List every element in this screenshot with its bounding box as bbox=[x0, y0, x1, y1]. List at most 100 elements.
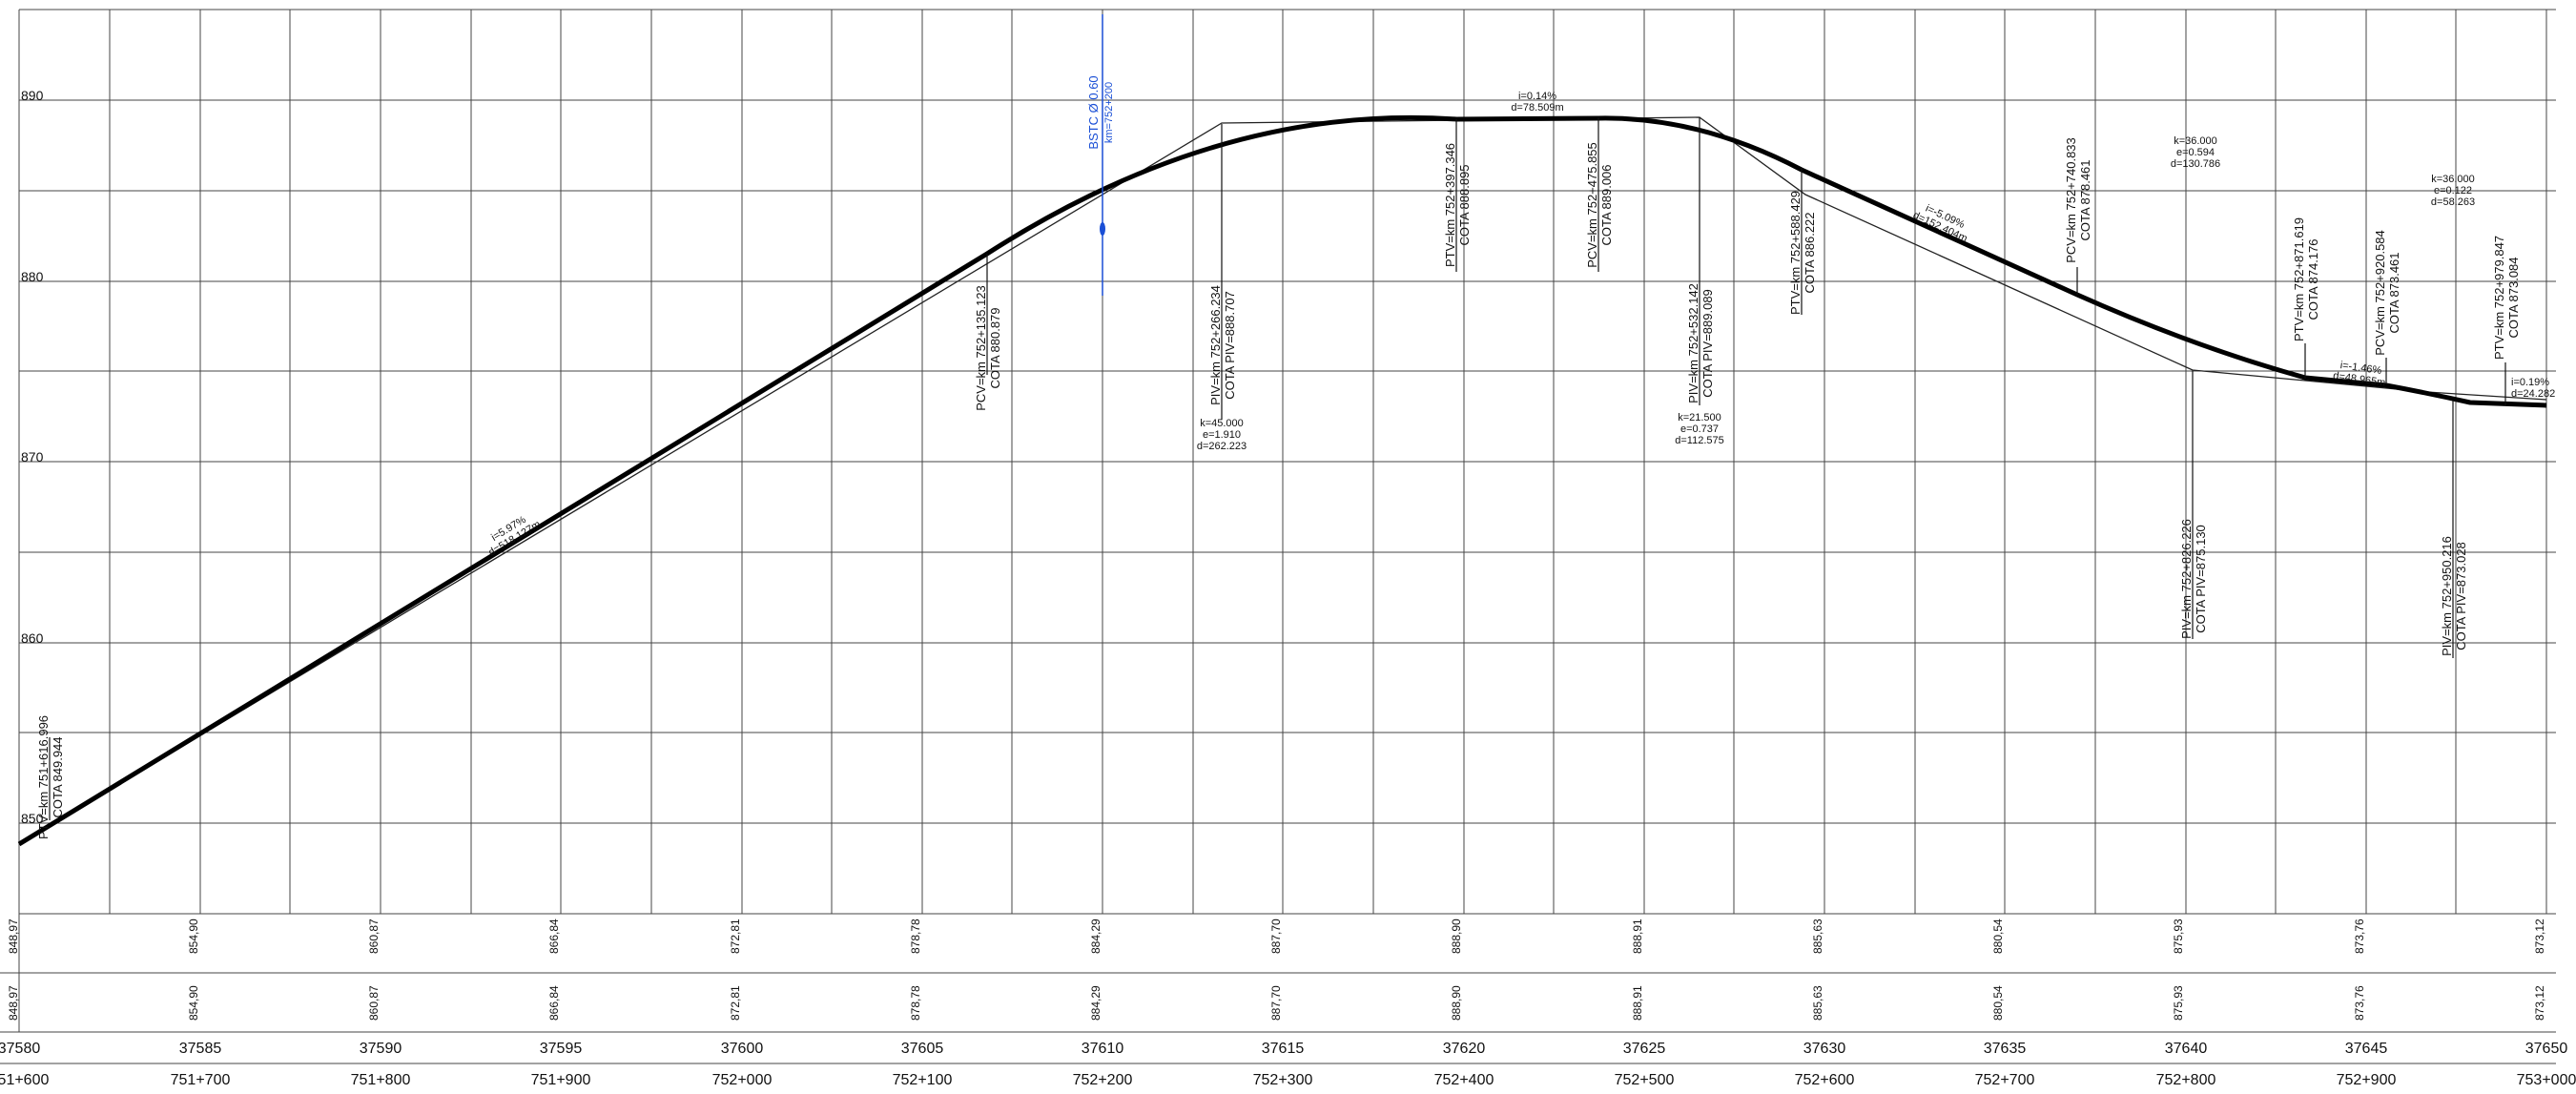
km-label: 752+500 bbox=[1615, 1072, 1675, 1088]
km-label: 752+700 bbox=[1975, 1072, 2035, 1088]
km-row: 751+600 751+700 751+800 751+900 752+000 … bbox=[0, 1072, 2576, 1088]
terrain-value: 848,97 bbox=[7, 919, 20, 954]
project-value: 873,76 bbox=[2353, 985, 2366, 1021]
project-value: 848,97 bbox=[7, 985, 20, 1021]
pv-label: PTV=km 752+588.429COTA 886.222 bbox=[1788, 191, 1817, 315]
station-label: 37620 bbox=[1443, 1041, 1486, 1057]
terrain-value: 880,54 bbox=[1991, 919, 2005, 954]
pv-label: PIV=km 752+532.142COTA PIV=889.089 bbox=[1686, 283, 1715, 403]
slope-labels: i=5.97%d=518.127m i=0.14% d=78.509m i=-5.… bbox=[481, 91, 2555, 559]
station-label: 37650 bbox=[2525, 1041, 2568, 1057]
terrain-value: 866,84 bbox=[547, 919, 561, 954]
curve-param: k=36.000 e=0.122 d=58.263 bbox=[2431, 174, 2475, 208]
pv-label: PTV=km 752+979.847COTA 873.084 bbox=[2492, 236, 2521, 360]
culvert-label: BSTC Ø 0.60 km=752+200 bbox=[1086, 75, 1115, 149]
pv-label: PIV=km 752+826.226COTA PIV=875.130 bbox=[2179, 519, 2208, 639]
km-label: 753+000 bbox=[2517, 1072, 2576, 1088]
project-value: 873,12 bbox=[2533, 985, 2546, 1021]
pv-label: PTV=km 752+871.619COTA 874.176 bbox=[2292, 217, 2320, 341]
km-label: 752+200 bbox=[1073, 1072, 1133, 1088]
project-value: 860,87 bbox=[367, 985, 381, 1021]
slope-label: i=0.14% d=78.509m bbox=[1511, 91, 1563, 114]
project-value: 884,29 bbox=[1089, 985, 1103, 1021]
km-label: 751+700 bbox=[171, 1072, 231, 1088]
pv-label: PCV=km 752+475.855COTA 889.006 bbox=[1585, 142, 1614, 268]
pv-label: PCV=km 752+135.123COTA 880.879 bbox=[974, 285, 1002, 411]
km-label: 752+100 bbox=[893, 1072, 953, 1088]
curve-param: k=45.000 e=1.910 d=262.223 bbox=[1197, 418, 1247, 452]
pv-label: PTV=km 751+616.996COTA 849.944 bbox=[36, 715, 65, 839]
km-label: 751+800 bbox=[351, 1072, 411, 1088]
terrain-value: 887,70 bbox=[1269, 919, 1283, 954]
elevation-label: 880 bbox=[21, 269, 44, 284]
terrain-value: 860,87 bbox=[367, 919, 381, 954]
terrain-value: 884,29 bbox=[1089, 919, 1103, 954]
project-value: 878,78 bbox=[909, 985, 922, 1021]
station-label: 37615 bbox=[1262, 1041, 1305, 1057]
pv-leaders bbox=[49, 117, 2506, 820]
profile-line bbox=[17, 114, 2547, 847]
terrain-value: 885,63 bbox=[1811, 919, 1824, 954]
project-value: 875,93 bbox=[2172, 985, 2185, 1021]
terrain-value: 888,91 bbox=[1631, 919, 1644, 954]
km-label: 751+900 bbox=[531, 1072, 591, 1088]
station-label: 37635 bbox=[1984, 1041, 2027, 1057]
pv-label: PCV=km 752+740.833COTA 878.461 bbox=[2064, 137, 2092, 263]
pv-label: PIV=km 752+950.216COTA PIV=873.028 bbox=[2440, 536, 2468, 656]
pv-label: PIV=km 752+266.234COTA PIV=888.707 bbox=[1208, 285, 1237, 405]
terrain-value: 888,90 bbox=[1450, 919, 1463, 954]
curve-param: k=21.500 e=0.737 d=112.575 bbox=[1675, 412, 1724, 446]
project-value: 887,70 bbox=[1269, 985, 1283, 1021]
project-value: 888,91 bbox=[1631, 985, 1644, 1021]
elevation-label: 850 bbox=[21, 811, 44, 826]
station-label: 37630 bbox=[1803, 1041, 1846, 1057]
culvert-marker: BSTC Ø 0.60 km=752+200 bbox=[1086, 14, 1115, 296]
project-elevation-row: 848,97 854,90 860,87 866,84 872,81 878,7… bbox=[7, 985, 2546, 1021]
slope-label: i=-5.09%d=152.404m bbox=[1911, 199, 1974, 245]
station-row: 37580 37585 37590 37595 37600 37605 3761… bbox=[0, 1041, 2567, 1057]
km-label: 751+600 bbox=[0, 1072, 49, 1088]
project-value: 854,90 bbox=[187, 985, 200, 1021]
project-value: 866,84 bbox=[547, 985, 561, 1021]
station-label: 37625 bbox=[1623, 1041, 1666, 1057]
elevation-label: 890 bbox=[21, 88, 44, 103]
station-label: 37585 bbox=[179, 1041, 222, 1057]
km-label: 752+600 bbox=[1795, 1072, 1855, 1088]
slope-label: i=5.97%d=518.127m bbox=[481, 508, 543, 558]
station-label: 37590 bbox=[360, 1041, 402, 1057]
elevation-labels: 890 880 870 860 850 bbox=[21, 88, 44, 826]
km-label: 752+800 bbox=[2156, 1072, 2216, 1088]
slope-label: i=0.19% d=24.282 bbox=[2511, 377, 2555, 400]
curve-params: k=45.000 e=1.910 d=262.223 k=21.500 e=0.737… bbox=[1197, 135, 2475, 452]
station-label: 37610 bbox=[1082, 1041, 1124, 1057]
grid bbox=[0, 9, 2556, 1064]
terrain-value: 873,12 bbox=[2533, 919, 2546, 954]
terrain-value: 873,76 bbox=[2353, 919, 2366, 954]
project-value: 872,81 bbox=[729, 985, 742, 1021]
terrain-elevation-row: 848,97 854,90 860,87 866,84 872,81 878,7… bbox=[7, 919, 2546, 954]
terrain-value: 854,90 bbox=[187, 919, 200, 954]
km-label: 752+400 bbox=[1434, 1072, 1494, 1088]
km-label: 752+900 bbox=[2337, 1072, 2397, 1088]
station-label: 37595 bbox=[540, 1041, 583, 1057]
terrain-value: 872,81 bbox=[729, 919, 742, 954]
curve-param: k=36.000 e=0.594 d=130.786 bbox=[2171, 135, 2220, 170]
terrain-value: 878,78 bbox=[909, 919, 922, 954]
project-value: 880,54 bbox=[1991, 985, 2005, 1021]
pv-label: PTV=km 752+397.346COTA 888.895 bbox=[1443, 143, 1472, 267]
culvert-icon bbox=[1100, 222, 1105, 236]
station-label: 37645 bbox=[2345, 1041, 2388, 1057]
station-label: 37600 bbox=[721, 1041, 764, 1057]
station-label: 37580 bbox=[0, 1041, 40, 1057]
project-value: 885,63 bbox=[1811, 985, 1824, 1021]
station-label: 37605 bbox=[901, 1041, 944, 1057]
pv-labels: PTV=km 751+616.996COTA 849.944 PCV=km 75… bbox=[36, 137, 2521, 839]
elevation-label: 860 bbox=[21, 630, 44, 646]
station-label: 37640 bbox=[2165, 1041, 2208, 1057]
elevation-label: 870 bbox=[21, 449, 44, 464]
km-label: 752+300 bbox=[1253, 1072, 1313, 1088]
pv-label: PCV=km 752+920.584COTA 873.461 bbox=[2373, 230, 2401, 356]
km-label: 752+000 bbox=[712, 1072, 773, 1088]
terrain-value: 875,93 bbox=[2172, 919, 2185, 954]
